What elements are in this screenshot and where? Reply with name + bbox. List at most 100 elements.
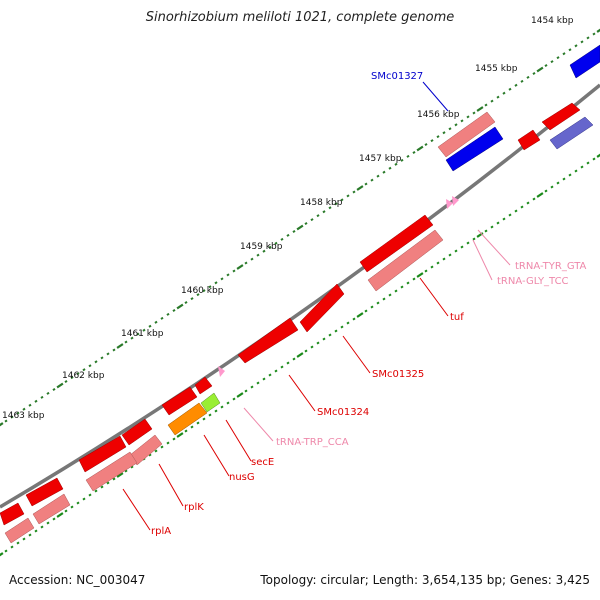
- gene-red-small-mid[interactable]: [194, 376, 213, 395]
- leader-tuf: [419, 277, 449, 317]
- kbp-label-1461: 1461 kbp: [121, 329, 164, 339]
- gene-tuf-red[interactable]: [359, 214, 434, 273]
- outer-minor-tick: [16, 411, 20, 415]
- inner-minor-tick: [520, 205, 524, 209]
- leader-smc01325: [342, 335, 371, 374]
- inner-minor-tick: [274, 369, 278, 373]
- inner-major-tick: [236, 392, 244, 398]
- gene-rpla-pink[interactable]: [85, 451, 138, 492]
- gene-sece[interactable]: [200, 392, 221, 413]
- gene-red-bottom-left-2[interactable]: [0, 502, 25, 526]
- inner-minor-tick: [568, 173, 572, 177]
- gene-red-bottom-left-1[interactable]: [25, 477, 64, 507]
- gene-nusg[interactable]: [167, 402, 208, 436]
- trna-tyr-marker[interactable]: [452, 196, 459, 206]
- inner-minor-tick: [172, 437, 176, 441]
- kbp-label-1459: 1459 kbp: [240, 242, 283, 252]
- outer-minor-tick: [526, 75, 530, 79]
- outer-minor-tick: [88, 364, 92, 368]
- gene-smc01325[interactable]: [299, 283, 345, 333]
- outer-minor-tick: [160, 316, 164, 320]
- outer-minor-tick: [184, 301, 188, 305]
- outer-major-tick: [176, 303, 184, 310]
- gene-pink-bottom-left-2[interactable]: [4, 517, 35, 544]
- outer-major-tick: [356, 185, 364, 191]
- gene-red-small-right[interactable]: [517, 129, 541, 151]
- outer-minor-tick: [502, 91, 506, 95]
- outer-minor-tick: [130, 336, 134, 340]
- inner-minor-tick: [244, 389, 248, 393]
- outer-minor-tick: [508, 87, 512, 91]
- label-trna-gly[interactable]: tRNA-GLY_TCC: [497, 276, 569, 287]
- trna-trp-marker[interactable]: [218, 366, 225, 377]
- inner-minor-tick: [382, 297, 386, 301]
- inner-tick-marks: [0, 153, 600, 557]
- label-trna-tyr[interactable]: tRNA-TYR_GTA: [515, 261, 587, 272]
- outer-minor-tick: [292, 229, 296, 233]
- inner-minor-tick: [52, 517, 56, 521]
- kbp-label-1462: 1462 kbp: [62, 371, 105, 381]
- gene-red-top-right[interactable]: [541, 102, 581, 131]
- outer-minor-tick: [34, 399, 38, 403]
- inner-minor-tick: [400, 285, 404, 289]
- inner-minor-tick: [202, 417, 206, 421]
- inner-minor-tick: [454, 249, 458, 253]
- outer-minor-tick: [286, 233, 290, 237]
- inner-minor-tick: [436, 261, 440, 265]
- label-smc01324[interactable]: SMc01324: [317, 407, 369, 418]
- kbp-label-1460: 1460 kbp: [181, 286, 224, 296]
- outer-major-tick: [416, 145, 424, 152]
- inner-minor-tick: [82, 497, 86, 501]
- page-title: Sinorhizobium meliloti 1021, complete ge…: [145, 10, 455, 25]
- outer-minor-tick: [232, 269, 236, 273]
- leader-trna-trp: [243, 407, 274, 442]
- label-rplk[interactable]: rplK: [184, 502, 204, 513]
- inner-minor-tick: [442, 257, 446, 261]
- inner-minor-tick: [322, 337, 326, 341]
- gene-tuf-pink[interactable]: [367, 229, 444, 292]
- gene-smc01327-blue[interactable]: [445, 126, 504, 172]
- label-smc01325[interactable]: SMc01325: [372, 369, 424, 380]
- inner-minor-tick: [388, 293, 392, 297]
- gene-red-mid[interactable]: [161, 386, 198, 416]
- outer-minor-tick: [586, 36, 590, 40]
- inner-minor-tick: [352, 317, 356, 321]
- kbp-label-1456: 1456 kbp: [417, 110, 460, 120]
- label-trna-trp[interactable]: tRNA-TRP_CCA: [276, 437, 349, 448]
- inner-minor-tick: [496, 221, 500, 225]
- inner-minor-tick: [316, 341, 320, 345]
- label-smc01327[interactable]: SMc01327: [371, 71, 423, 82]
- outer-minor-tick: [124, 340, 128, 344]
- label-sece[interactable]: secE: [251, 457, 274, 468]
- outer-minor-tick: [454, 123, 458, 127]
- inner-minor-tick: [28, 533, 32, 537]
- gene-rpla-red[interactable]: [78, 435, 127, 473]
- genome-backbone: [0, 83, 600, 509]
- outer-minor-tick: [136, 332, 140, 336]
- gene-blue-top[interactable]: [569, 44, 600, 79]
- outer-minor-tick: [550, 60, 554, 64]
- outer-minor-tick: [46, 391, 50, 395]
- inner-minor-tick: [448, 253, 452, 257]
- gene-smc01327-pink[interactable]: [437, 111, 496, 158]
- gene-blue-light-right[interactable]: [549, 116, 594, 150]
- outer-minor-tick: [214, 281, 218, 285]
- gene-rplk-red[interactable]: [121, 418, 153, 446]
- trna-gly-marker[interactable]: [446, 199, 453, 209]
- outer-minor-tick: [568, 48, 572, 52]
- label-tuf[interactable]: tuf: [450, 312, 464, 323]
- label-nusg[interactable]: nusG: [229, 472, 255, 483]
- outer-minor-tick: [268, 245, 272, 249]
- inner-minor-tick: [64, 509, 68, 513]
- outer-minor-tick: [544, 64, 548, 68]
- outer-minor-tick: [322, 210, 326, 214]
- inner-major-tick: [176, 432, 184, 438]
- outer-minor-tick: [220, 277, 224, 281]
- outer-minor-tick: [304, 222, 308, 226]
- outer-minor-tick: [28, 403, 32, 407]
- label-rpla[interactable]: rplA: [151, 526, 171, 537]
- gene-smc01324[interactable]: [237, 317, 299, 364]
- gene-pink-bottom-left-1[interactable]: [32, 493, 71, 525]
